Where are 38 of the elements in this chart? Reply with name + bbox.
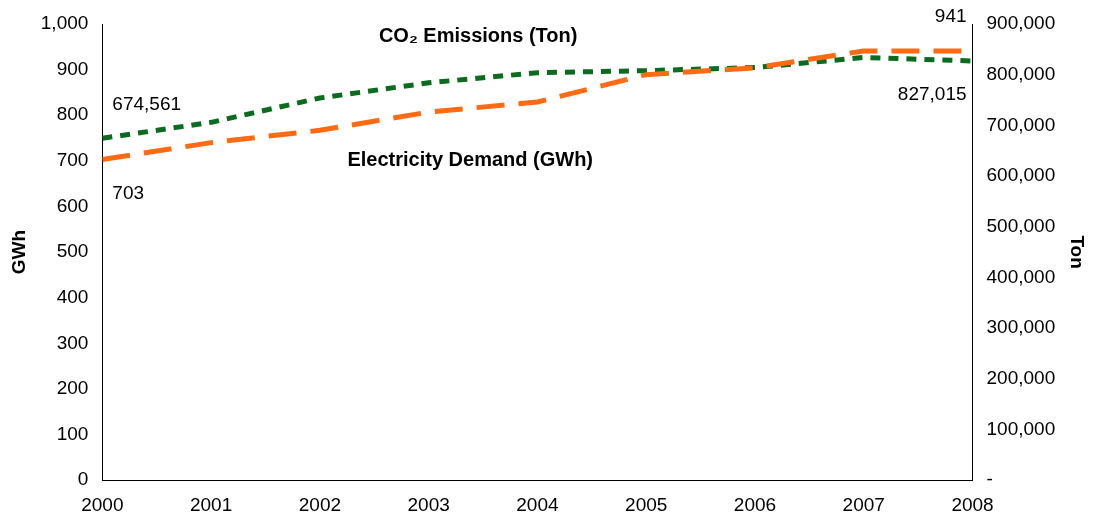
y2-tick-label: 800,000 xyxy=(986,62,1056,84)
y-tick-label: 400 xyxy=(56,285,89,307)
y-tick-label: 900 xyxy=(56,57,89,79)
x-tick-label: 2008 xyxy=(951,493,994,515)
data-label: 703 xyxy=(112,181,145,203)
x-tick-label: 2006 xyxy=(733,493,777,515)
data-label: 827,015 xyxy=(897,83,967,105)
y2-axis-title: Ton xyxy=(1067,235,1089,269)
y-tick-label: 300 xyxy=(56,331,89,353)
y2-tick-label: 900,000 xyxy=(986,12,1056,34)
series-label: Electricity Demand (GWh) xyxy=(347,147,594,170)
y2-tick-label: 300,000 xyxy=(986,316,1056,338)
y2-tick-label: 500,000 xyxy=(986,214,1056,236)
data-label: 674,561 xyxy=(112,92,182,114)
y-tick-label: 100 xyxy=(56,422,89,444)
y-tick-label: 0 xyxy=(77,468,89,490)
series-label: CO₂ Emissions (Ton) xyxy=(378,24,578,47)
x-tick-label: 2000 xyxy=(81,493,124,515)
x-tick-label: 2002 xyxy=(298,493,342,515)
x-tick-label: 2005 xyxy=(625,493,668,515)
y2-tick-label: 100,000 xyxy=(986,417,1056,439)
y-tick-label: 800 xyxy=(56,103,89,125)
x-tick-label: 2001 xyxy=(189,493,233,515)
y2-tick-label: 200,000 xyxy=(986,367,1056,389)
y2-tick-label: 400,000 xyxy=(986,265,1056,287)
y2-tick-label: 700,000 xyxy=(986,113,1056,135)
x-tick-label: 2003 xyxy=(407,493,450,515)
y-tick-label: 1,000 xyxy=(40,12,89,34)
y-tick-label: 500 xyxy=(56,240,89,262)
data-label: 941 xyxy=(934,5,967,27)
y-tick-label: 600 xyxy=(56,194,89,216)
y-axis-title: GWh xyxy=(7,229,29,275)
y-tick-label: 200 xyxy=(56,377,89,399)
x-tick-label: 2007 xyxy=(842,493,885,515)
y-tick-label: 700 xyxy=(56,149,89,171)
y2-tick-label: 600,000 xyxy=(986,164,1056,186)
x-tick-label: 2004 xyxy=(516,493,559,515)
y2-tick-label: - xyxy=(986,468,993,490)
